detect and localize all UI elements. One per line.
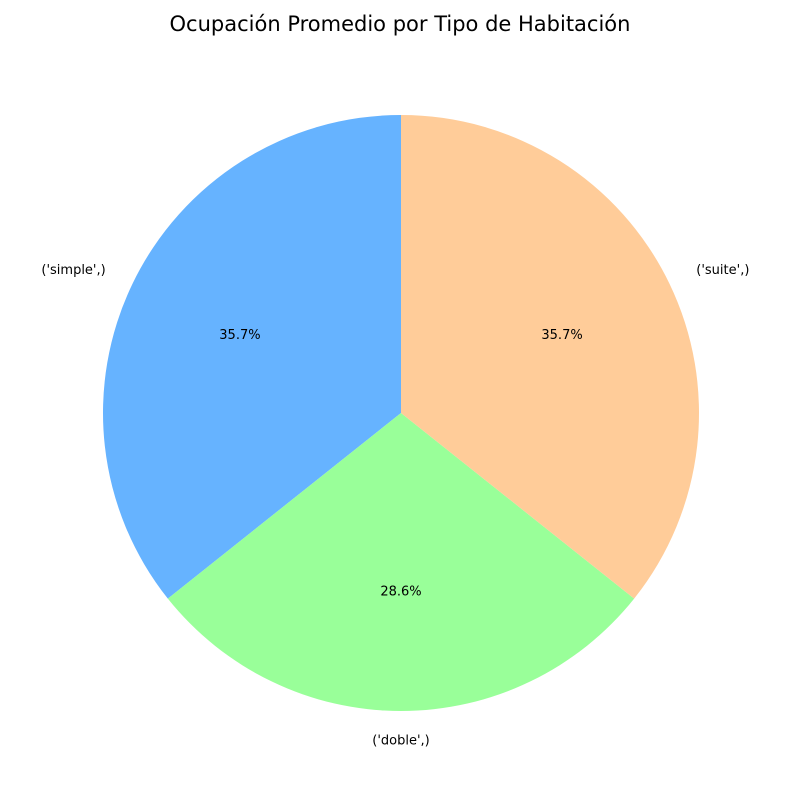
pie-slice xyxy=(167,413,635,711)
slice-percent-label: 28.6% xyxy=(380,584,421,599)
pie-labels: 35.7% ('simple',) 28.6% ('doble',) 35.7% ('su… xyxy=(41,263,749,748)
pie-slice xyxy=(401,114,700,599)
slice-category-label: ('suite',) xyxy=(696,263,749,278)
slice-percent-label: 35.7% xyxy=(219,328,260,343)
slice-category-label: ('doble',) xyxy=(372,733,430,748)
slice-category-label: ('simple',) xyxy=(41,263,105,278)
slice-percent-label: 35.7% xyxy=(541,328,582,343)
chart-title: Ocupación Promedio por Tipo de Habitació… xyxy=(169,12,631,36)
pie-slice xyxy=(102,115,402,599)
pie-slices xyxy=(102,114,700,711)
